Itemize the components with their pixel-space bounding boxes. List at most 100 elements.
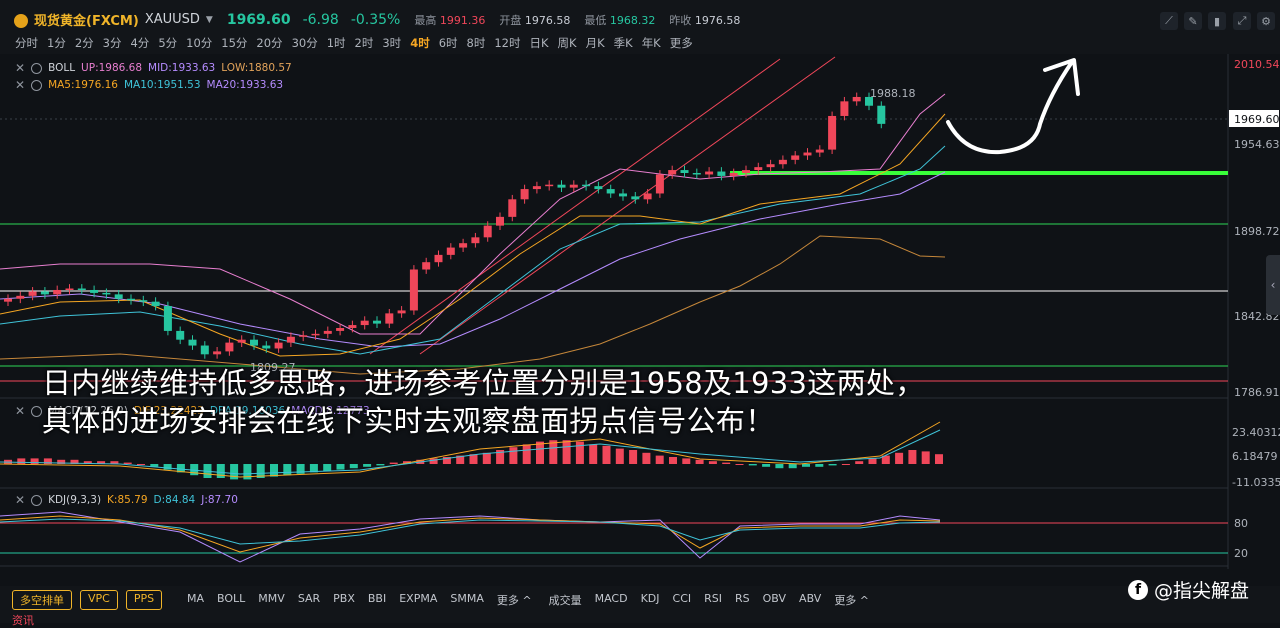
sub-indicator-option[interactable]: CCI (672, 592, 692, 605)
order-pill[interactable]: 多空排单 (12, 590, 72, 610)
side-panel-handle[interactable]: ‹ (1266, 255, 1280, 315)
candle-body (299, 335, 308, 337)
sub-indicator-option[interactable]: ABV (799, 592, 822, 605)
pen-icon[interactable]: ✎ (1184, 12, 1202, 30)
last-price: 1969.60 (226, 11, 291, 28)
chart-area[interactable]: 1988.18 1809.27 2010.54 1954.63 1898.72 1842.… (0, 54, 1280, 584)
candle-body (250, 339, 258, 346)
candle-body (717, 171, 726, 176)
main-indicator-option[interactable]: MA (187, 592, 205, 605)
timeframe-tab[interactable]: 10分 (186, 36, 213, 50)
macd-histogram-bar (376, 464, 385, 466)
macd-histogram-bar (735, 464, 744, 465)
sub-indicator-option[interactable]: MACD (594, 592, 628, 605)
candle-body (53, 289, 62, 295)
macd-histogram-bar (469, 454, 478, 464)
macd-histogram-bar (256, 464, 265, 478)
candle-body (163, 306, 172, 331)
draw-line-icon[interactable]: ⟋ (1160, 12, 1178, 30)
timeframe-tab[interactable]: 周K (557, 36, 577, 50)
candle-body (729, 172, 738, 176)
timeframe-tab[interactable]: 30分 (291, 36, 318, 50)
candle-body (496, 216, 504, 226)
sub-indicator-option[interactable]: KDJ (640, 592, 660, 605)
bottom-toolbar (0, 586, 1280, 623)
eye-icon[interactable] (31, 494, 43, 506)
timeframe-tab[interactable]: 季K (613, 36, 633, 50)
timeframe-tab[interactable]: 15分 (221, 36, 248, 50)
symbol-selector[interactable]: XAUUSD (144, 12, 200, 27)
timeframe-tab[interactable]: 分时 (15, 36, 38, 50)
chart-tools: ⟋ ✎ ▮ (1160, 12, 1226, 30)
order-pill[interactable]: VPC (80, 590, 118, 610)
settings-icon[interactable]: ⚙ (1257, 12, 1275, 30)
close-icon[interactable]: ✕ (15, 493, 26, 507)
main-indicator-option[interactable]: PBX (333, 592, 355, 605)
macd-histogram-bar (83, 461, 92, 464)
price-change: -6.98 (302, 11, 339, 28)
main-indicator-option[interactable]: BBI (367, 592, 387, 605)
main-indicator-option[interactable]: 更多 ^ (496, 594, 532, 607)
close-icon[interactable]: ✕ (15, 404, 26, 418)
main-indicator-option[interactable]: SAR (297, 592, 321, 605)
order-pill[interactable]: PPS (125, 590, 163, 610)
sub-indicator-option[interactable]: RSI (704, 592, 722, 605)
timeframe-tab[interactable]: 8时 (466, 36, 486, 50)
main-indicator-option[interactable]: MMV (258, 592, 285, 605)
eye-icon[interactable] (31, 62, 43, 74)
timeframe-tab[interactable]: 年K (641, 36, 661, 50)
main-indicator-option[interactable]: EXPMA (399, 592, 438, 605)
candle-body (139, 300, 148, 302)
candle-body (28, 291, 37, 296)
chevron-down-icon[interactable]: ▼ (205, 14, 213, 25)
close-icon[interactable]: ✕ (15, 78, 26, 92)
timeframe-tab[interactable]: 3时 (382, 36, 402, 50)
eye-icon[interactable] (31, 405, 43, 417)
sub-indicator-option[interactable]: 成交量 (548, 594, 582, 607)
timeframe-tab[interactable]: 1时 (326, 36, 346, 50)
timeframe-tab[interactable]: 日K (529, 36, 549, 50)
macd-histogram-bar (575, 441, 584, 464)
sub-indicator-option[interactable]: RS (735, 592, 750, 605)
fullscreen-icon[interactable]: ⤢ (1233, 12, 1251, 30)
sub-indicator-option[interactable]: OBV (762, 592, 787, 605)
macd-histogram-bar (137, 464, 145, 465)
timeframe-tab[interactable]: 6时 (438, 36, 458, 50)
macd-histogram-bar (309, 464, 318, 473)
main-indicator-option[interactable]: BOLL (217, 592, 246, 605)
candle-body (815, 149, 824, 153)
candle-body (791, 155, 800, 160)
timeframe-tab[interactable]: 1分 (47, 36, 66, 50)
candlestick-chart[interactable]: 1988.181809.272010.541954.631898.721842.… (0, 54, 1280, 584)
close-icon[interactable]: ✕ (15, 61, 26, 75)
timeframe-tab[interactable]: 2时 (354, 36, 374, 50)
candle-body (877, 105, 886, 124)
timeframe-tab[interactable]: 更多 (669, 36, 693, 50)
news-tab[interactable]: 资讯 (12, 614, 34, 627)
main-indicator-option[interactable]: SMMA (450, 592, 484, 605)
instrument-name[interactable]: 现货黄金(FXCM) (34, 14, 139, 29)
timeframe-tab[interactable]: 2分 (74, 36, 94, 50)
timeframe-tab[interactable]: 5分 (158, 36, 178, 50)
boll-legend: ✕ BOLL UP:1986.68 MID:1933.63 LOW:1880.5… (15, 61, 292, 75)
candle-body (483, 225, 492, 238)
timeframe-tab[interactable]: 月K (585, 36, 605, 50)
eye-icon[interactable] (31, 79, 43, 91)
timeframe-tab[interactable]: 3分 (102, 36, 122, 50)
candle-body (446, 247, 455, 255)
boll-low: LOW:1880.57 (221, 62, 292, 74)
timeframe-tab[interactable]: 4时 (410, 36, 430, 50)
macd-histogram-bar (602, 445, 611, 464)
sub-indicator-option[interactable]: 更多 ^ (834, 594, 870, 607)
timeframe-tabs: 分时 1分 2分 3分 4分 5分 10分 15分 20分 30分 1时 2时 3时 4时 6时 8时 12时日… (15, 35, 702, 51)
macd-histogram-bar (669, 457, 677, 464)
candle-body (385, 313, 394, 324)
timeframe-tab[interactable]: 4分 (130, 36, 150, 50)
timeframe-tab[interactable]: 20分 (256, 36, 283, 50)
macd-histogram-bar (323, 464, 332, 471)
overlay-line-2: 具体的进场安排会在线下实时去观察盘面拐点信号公布！ (42, 404, 775, 438)
kdj-d: D:84.84 (153, 494, 196, 506)
macd-histogram-bar (30, 458, 39, 464)
candle-type-icon[interactable]: ▮ (1208, 12, 1226, 30)
timeframe-tab[interactable]: 12时 (494, 36, 521, 50)
